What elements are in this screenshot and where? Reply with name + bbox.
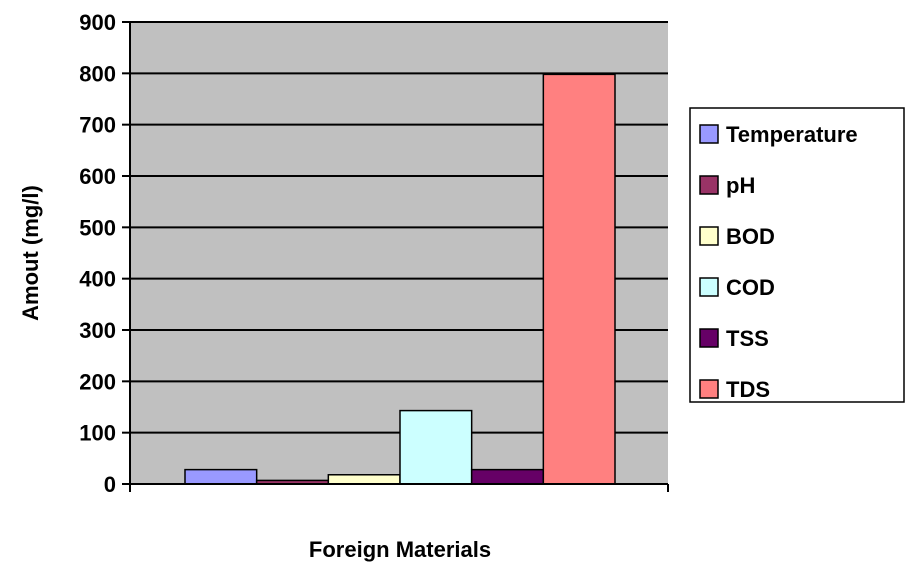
legend-swatch-tds xyxy=(699,379,719,399)
legend-label-tds: TDS xyxy=(726,377,770,402)
bar-tds xyxy=(542,73,616,485)
y-tick-label: 800 xyxy=(79,61,116,86)
legend-swatch-ph xyxy=(699,175,719,195)
legend-swatch-tss xyxy=(699,328,719,348)
legend-label-bod: BOD xyxy=(726,224,775,249)
bar-bod xyxy=(327,474,401,485)
legend-swatch-bod xyxy=(699,226,719,246)
bars xyxy=(184,73,616,485)
legend-label-ph: pH xyxy=(726,173,755,198)
legend-swatch-cod xyxy=(699,277,719,297)
legend: Temperature pH BOD COD TSS TDS xyxy=(699,122,858,402)
y-tick-label: 900 xyxy=(79,10,116,35)
legend-label-cod: COD xyxy=(726,275,775,300)
y-tick-label: 200 xyxy=(79,369,116,394)
y-axis-ticks: 0 100 200 300 400 500 600 700 800 900 xyxy=(79,10,130,497)
y-tick-label: 300 xyxy=(79,318,116,343)
y-tick-label: 100 xyxy=(79,421,116,446)
y-tick-label: 700 xyxy=(79,113,116,138)
x-axis-label: Foreign Materials xyxy=(309,537,491,562)
legend-swatch-temperature xyxy=(699,124,719,144)
y-tick-label: 0 xyxy=(104,472,116,497)
legend-label-temperature: Temperature xyxy=(726,122,858,147)
y-axis-label: Amout (mg/l) xyxy=(18,185,43,321)
y-tick-label: 500 xyxy=(79,215,116,240)
legend-box xyxy=(689,107,905,403)
legend-label-tss: TSS xyxy=(726,326,769,351)
bar-temperature xyxy=(184,468,258,485)
y-tick-label: 600 xyxy=(79,164,116,189)
y-tick-label: 400 xyxy=(79,267,116,292)
bar-tss xyxy=(470,468,545,485)
bar-cod xyxy=(399,409,473,485)
